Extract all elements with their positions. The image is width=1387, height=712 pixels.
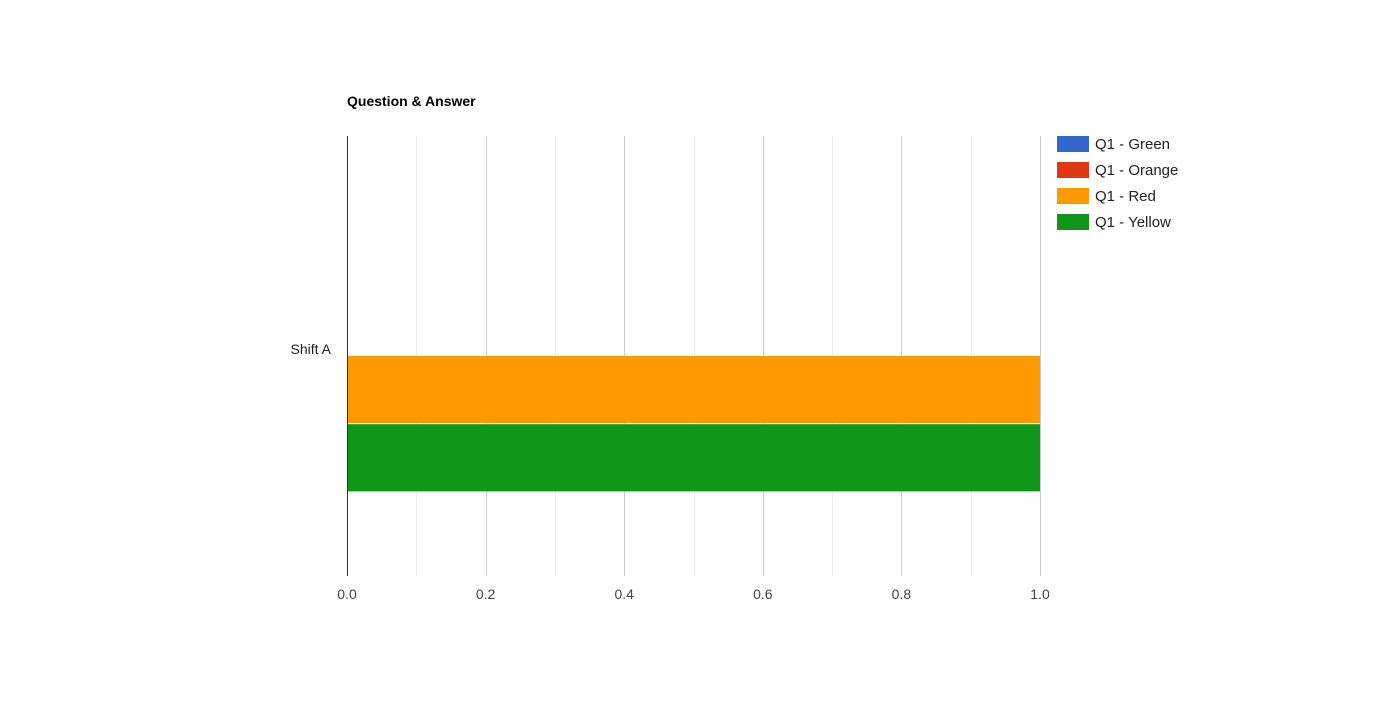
legend-swatch: [1057, 162, 1089, 178]
legend-label: Q1 - Yellow: [1095, 214, 1171, 231]
x-tick-label: 0.2: [476, 586, 496, 602]
x-tick-label: 0.0: [337, 586, 357, 602]
legend-label: Q1 - Orange: [1095, 162, 1178, 179]
bar-q1-red[interactable]: [347, 356, 1040, 424]
legend-item[interactable]: Q1 - Yellow: [1057, 214, 1171, 231]
legend-item[interactable]: Q1 - Orange: [1057, 162, 1178, 179]
legend-item[interactable]: Q1 - Red: [1057, 188, 1156, 205]
category-labels: Shift A: [291, 341, 332, 357]
x-axis-ticks: 0.0 0.2 0.4 0.6 0.8 1.0: [337, 586, 1050, 602]
legend-swatch: [1057, 214, 1089, 230]
legend-label: Q1 - Green: [1095, 136, 1170, 153]
chart-title: Question & Answer: [347, 93, 476, 109]
bar-q1-yellow[interactable]: [347, 424, 1040, 492]
category-label: Shift A: [291, 341, 332, 357]
legend-label: Q1 - Red: [1095, 188, 1156, 205]
bars: [347, 356, 1040, 492]
legend-item[interactable]: Q1 - Green: [1057, 136, 1170, 153]
x-tick-label: 1.0: [1030, 586, 1050, 602]
x-tick-label: 0.6: [753, 586, 773, 602]
x-tick-label: 0.4: [614, 586, 634, 602]
x-tick-label: 0.8: [892, 586, 912, 602]
legend[interactable]: Q1 - Green Q1 - Orange Q1 - Red Q1 - Yellow: [1057, 136, 1178, 231]
legend-swatch: [1057, 136, 1089, 152]
legend-swatch: [1057, 188, 1089, 204]
